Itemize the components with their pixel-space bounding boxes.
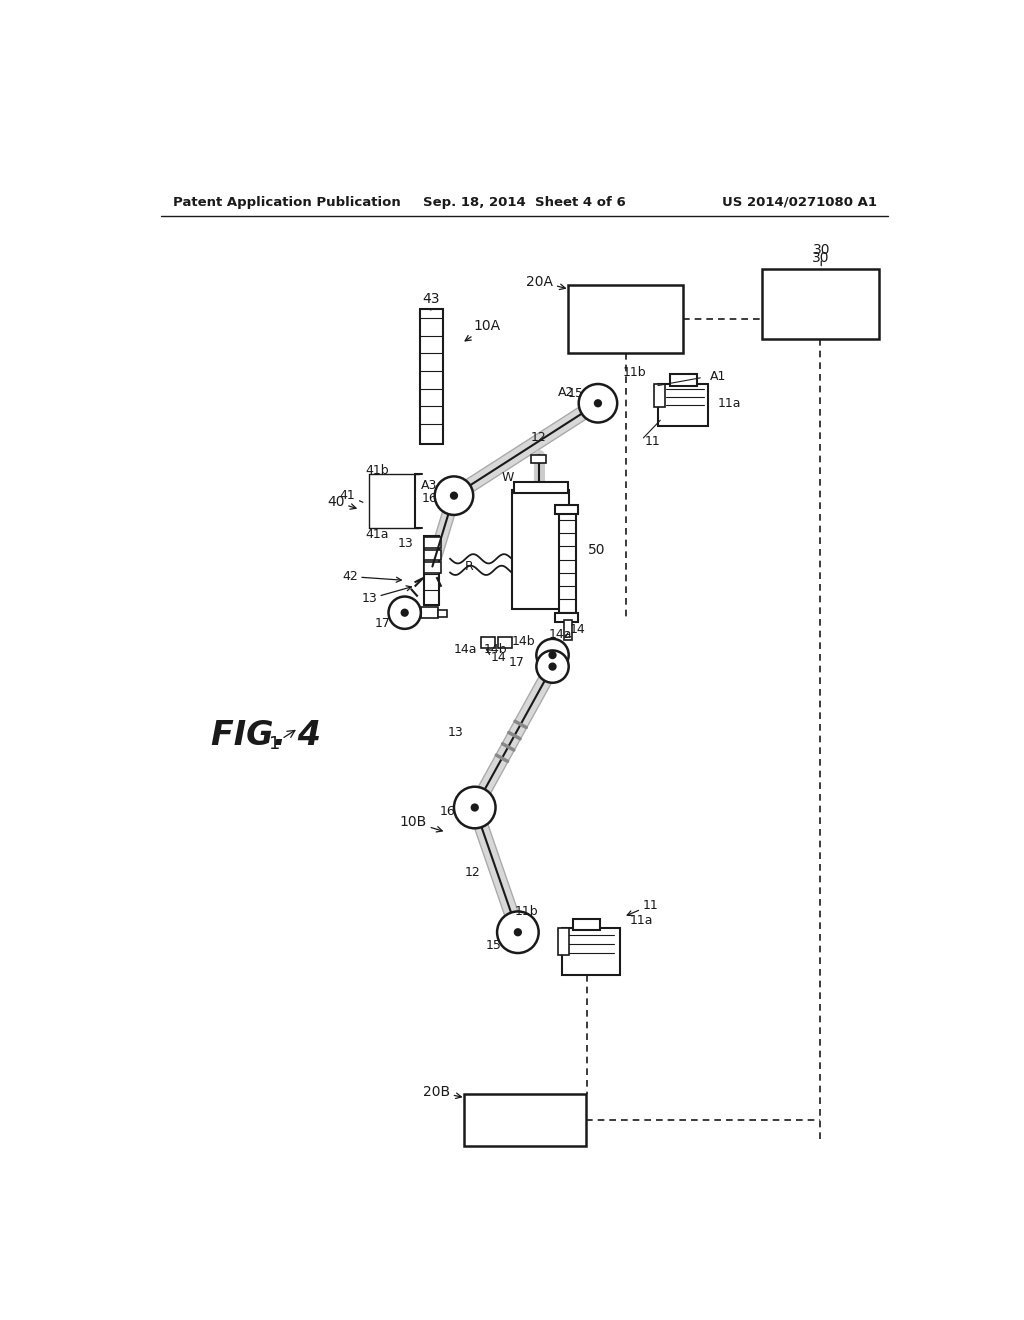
Circle shape (515, 929, 521, 936)
Circle shape (550, 664, 556, 669)
Bar (424, 537, 441, 548)
Bar (568, 285, 683, 354)
Bar (762, 268, 879, 339)
Text: A2: A2 (558, 385, 574, 399)
Text: 10B: 10B (399, 816, 442, 832)
Bar (514, 482, 568, 494)
Bar (670, 374, 696, 385)
Text: Sep. 18, 2014  Sheet 4 of 6: Sep. 18, 2014 Sheet 4 of 6 (424, 195, 626, 209)
Bar (562, 928, 620, 974)
Text: 20B: 20B (423, 1085, 462, 1098)
Text: 14b: 14b (511, 635, 536, 648)
Text: A1: A1 (711, 370, 727, 383)
Bar (654, 384, 665, 407)
Circle shape (401, 610, 408, 615)
Circle shape (472, 804, 478, 810)
Text: 12: 12 (465, 866, 481, 879)
Circle shape (454, 787, 496, 829)
Text: 14a: 14a (549, 628, 572, 640)
Circle shape (537, 651, 568, 682)
Text: 10A: 10A (465, 319, 501, 341)
Text: A3: A3 (421, 479, 437, 492)
Bar (424, 549, 441, 560)
Circle shape (451, 492, 457, 499)
Text: 11a: 11a (717, 397, 740, 409)
Text: Patent Application Publication: Patent Application Publication (173, 195, 400, 209)
Text: 14b: 14b (483, 643, 507, 656)
Text: 11b: 11b (515, 906, 539, 917)
Text: W: W (502, 471, 514, 484)
Text: US 2014/0271080 A1: US 2014/0271080 A1 (723, 195, 878, 209)
Circle shape (550, 652, 556, 659)
Circle shape (435, 477, 473, 515)
Text: 30: 30 (812, 243, 830, 265)
Bar (658, 384, 708, 425)
Bar (438, 610, 447, 616)
Text: 1: 1 (268, 730, 295, 752)
Text: R: R (465, 560, 474, 573)
Text: 15: 15 (485, 939, 502, 952)
Circle shape (388, 597, 421, 628)
Circle shape (595, 400, 601, 407)
Text: 11: 11 (645, 436, 660, 449)
Text: 42: 42 (342, 570, 401, 583)
Text: 16: 16 (439, 805, 456, 818)
Text: 30: 30 (812, 252, 829, 265)
Text: FIG. 4: FIG. 4 (211, 719, 322, 752)
Text: 13: 13 (398, 537, 414, 550)
Bar (464, 1094, 586, 1146)
Text: 11b: 11b (623, 366, 647, 379)
Text: 14a: 14a (454, 643, 477, 656)
Circle shape (537, 639, 568, 671)
Bar (481, 638, 495, 648)
Text: 41a: 41a (365, 528, 388, 541)
Text: 17: 17 (375, 616, 391, 630)
Text: 14: 14 (486, 649, 507, 664)
Bar (559, 512, 575, 612)
Text: 50: 50 (588, 543, 605, 557)
Text: 14: 14 (565, 623, 585, 638)
Text: 13: 13 (447, 726, 463, 739)
Text: 11: 11 (628, 899, 658, 916)
Bar (573, 919, 600, 929)
Bar (424, 562, 441, 573)
Bar (531, 455, 547, 462)
Text: 41b: 41b (365, 463, 388, 477)
Text: 16: 16 (421, 492, 437, 506)
Circle shape (497, 911, 539, 953)
Bar (420, 309, 443, 444)
Text: 15: 15 (567, 387, 584, 400)
Bar (564, 620, 571, 640)
Bar (558, 928, 568, 956)
Text: 20A: 20A (526, 275, 565, 289)
Bar (424, 536, 439, 605)
Text: 11a: 11a (630, 915, 653, 927)
Bar (555, 612, 578, 622)
Text: 17: 17 (509, 656, 524, 669)
Circle shape (579, 384, 617, 422)
Bar (555, 506, 578, 515)
Bar (498, 638, 512, 648)
Bar (421, 607, 438, 618)
Text: 12: 12 (530, 432, 547, 445)
Text: 13: 13 (361, 586, 412, 606)
Text: 41: 41 (340, 490, 362, 503)
Bar (512, 490, 569, 609)
Text: 40: 40 (327, 495, 356, 510)
Text: 43: 43 (422, 292, 439, 310)
